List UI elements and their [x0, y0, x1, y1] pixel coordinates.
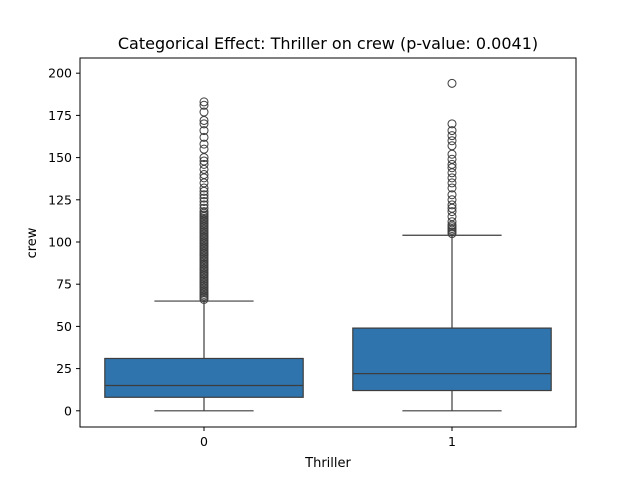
outlier-point [199, 97, 209, 107]
outlier-point [199, 159, 209, 169]
outlier-point [447, 149, 457, 159]
x-tick-label: 0 [200, 434, 208, 449]
chart-title: Categorical Effect: Thriller on crew (p-… [118, 34, 538, 53]
outlier-point [447, 207, 457, 217]
outlier-point [199, 119, 209, 129]
outlier-point [447, 78, 457, 88]
outlier-point [447, 178, 457, 188]
outlier-point [199, 156, 209, 166]
outlier-point [199, 200, 209, 210]
box-group-0 [104, 97, 304, 412]
outlier-point [199, 107, 209, 117]
outlier-point [447, 126, 457, 136]
y-tick-label: 75 [56, 277, 72, 292]
outlier-point [199, 190, 209, 200]
y-axis: 0 25 50 75 100 125 150 175 200 [48, 66, 80, 418]
y-tick-label: 150 [48, 150, 72, 165]
outlier-point [447, 183, 457, 193]
y-axis-label: crew [25, 227, 40, 258]
outlier-point [199, 139, 209, 149]
y-tick-label: 25 [56, 361, 72, 376]
outlier-point [447, 173, 457, 183]
y-tick-label: 125 [48, 192, 72, 207]
x-tick-label: 1 [448, 434, 456, 449]
outlier-point [199, 169, 209, 179]
outlier-point [447, 136, 457, 146]
outlier-point [199, 203, 209, 213]
box-group-1 [352, 78, 552, 412]
outlier-point [447, 190, 457, 200]
outlier-point [199, 196, 209, 206]
box-iqr [104, 357, 304, 398]
outlier-point [447, 154, 457, 164]
outlier-point [199, 193, 209, 203]
plot-area [104, 78, 552, 412]
outlier-point [199, 183, 209, 193]
outlier-point [447, 195, 457, 205]
x-axis-label: Thriller [304, 456, 351, 471]
outlier-point [447, 200, 457, 210]
outlier-point [447, 217, 457, 227]
outlier-point [199, 132, 209, 142]
plot-frame [79, 57, 577, 428]
y-tick-label: 50 [56, 319, 72, 334]
y-tick-label: 0 [64, 403, 72, 418]
outlier-point [199, 100, 209, 110]
outlier-point [447, 159, 457, 169]
box-iqr [352, 327, 552, 392]
outlier-point [447, 119, 457, 129]
outlier-point [447, 131, 457, 141]
outlier-point [447, 141, 457, 151]
y-tick-label: 200 [48, 66, 72, 81]
outlier-point [199, 126, 209, 136]
y-tick-label: 100 [48, 234, 72, 249]
outlier-point [199, 207, 209, 217]
y-tick-label: 175 [48, 108, 72, 123]
outlier-point [199, 144, 209, 154]
